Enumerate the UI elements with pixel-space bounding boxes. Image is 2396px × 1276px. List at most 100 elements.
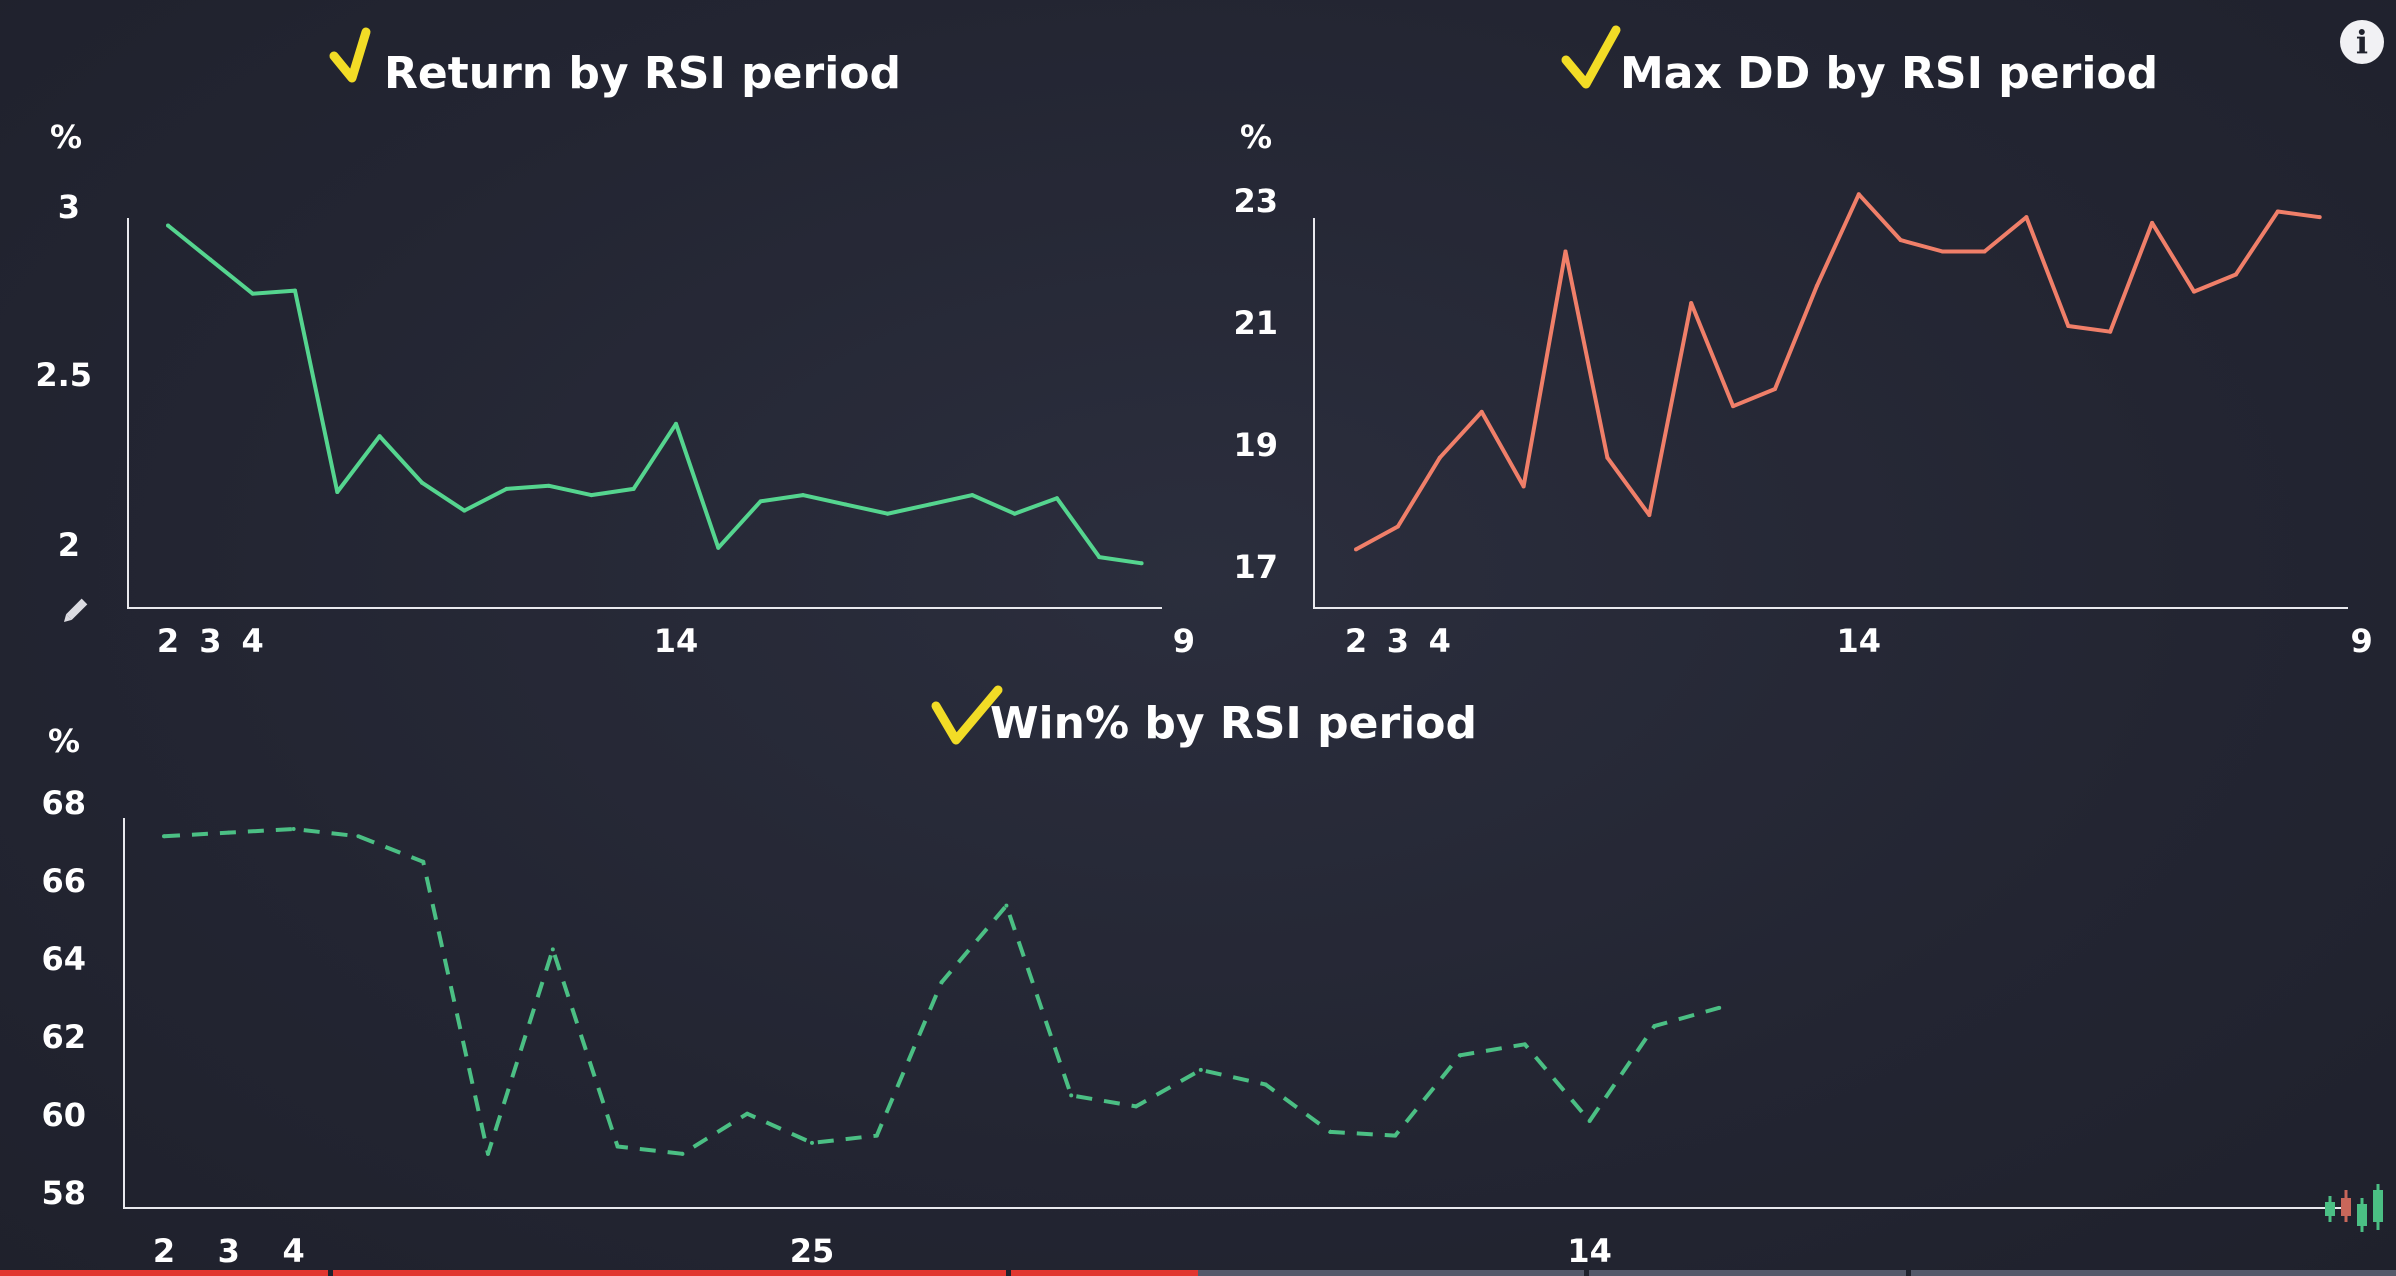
data-point-maxdd-12 bbox=[1856, 192, 1861, 197]
data-point-winpct-20 bbox=[1458, 1053, 1462, 1058]
maxdd-chart: Max DD by RSI period % 23 21 19 17 2 3 4 14… bbox=[1233, 25, 2373, 660]
data-point-maxdd-16 bbox=[2024, 215, 2029, 220]
data-point-return-16 bbox=[843, 502, 848, 507]
x-tick-winpct-4: 14 bbox=[1567, 1232, 1612, 1270]
data-point-winpct-4 bbox=[421, 859, 426, 864]
info-icon[interactable]: i bbox=[2340, 20, 2384, 64]
y-tick-maxdd-0: 23 bbox=[1233, 182, 1278, 220]
data-point-maxdd-2 bbox=[1437, 455, 1442, 460]
data-point-winpct-2 bbox=[291, 826, 296, 831]
x-tick-return-4: 9 bbox=[1173, 622, 1195, 660]
x-tick-maxdd-0: 2 bbox=[1345, 622, 1367, 660]
data-point-maxdd-10 bbox=[1773, 387, 1777, 391]
y-unit-label-winpct: % bbox=[48, 722, 80, 760]
data-point-maxdd-0 bbox=[1354, 547, 1358, 552]
data-point-winpct-22 bbox=[1587, 1118, 1592, 1123]
chapter-divider bbox=[328, 1270, 333, 1276]
x-tick-return-2: 4 bbox=[242, 622, 264, 660]
data-point-maxdd-14 bbox=[1940, 249, 1945, 254]
chapter-divider bbox=[1584, 1270, 1589, 1276]
axis-maxdd bbox=[1313, 218, 2348, 609]
y-tick-winpct-1: 66 bbox=[41, 862, 86, 900]
data-point-winpct-17 bbox=[1263, 1082, 1268, 1087]
series-line-maxdd bbox=[1355, 192, 2320, 552]
y-tick-return-0: 3 bbox=[58, 188, 80, 226]
checkmark-icon bbox=[1561, 25, 1621, 89]
data-point-winpct-0 bbox=[162, 834, 166, 839]
pencil-cursor-icon bbox=[63, 598, 88, 623]
data-point-return-10 bbox=[589, 493, 594, 498]
x-tick-winpct-1: 3 bbox=[218, 1232, 240, 1270]
data-point-maxdd-9 bbox=[1731, 404, 1736, 409]
y-tick-winpct-3: 62 bbox=[41, 1018, 86, 1056]
return-chart: Return by RSI period % 3 2.5 2 2 3 4 14 9 bbox=[35, 27, 1195, 660]
y-unit-label-return: % bbox=[50, 118, 82, 156]
data-point-return-0 bbox=[166, 223, 170, 228]
x-ticks-return: 2 3 4 14 9 bbox=[157, 622, 1195, 660]
y-tick-maxdd-2: 19 bbox=[1233, 426, 1278, 464]
x-tick-maxdd-4: 9 bbox=[2350, 622, 2372, 660]
x-ticks-winpct: 2 3 4 25 14 bbox=[153, 1232, 1612, 1270]
data-point-maxdd-18 bbox=[2108, 329, 2113, 334]
chapter-divider bbox=[1006, 1270, 1011, 1276]
data-point-maxdd-19 bbox=[2150, 220, 2155, 225]
x-tick-winpct-0: 2 bbox=[153, 1232, 175, 1270]
data-point-maxdd-17 bbox=[2066, 324, 2071, 328]
data-point-winpct-24 bbox=[1717, 1005, 1722, 1010]
data-point-winpct-19 bbox=[1393, 1133, 1398, 1138]
data-point-return-6 bbox=[419, 480, 424, 485]
checkmark-icon bbox=[931, 685, 1003, 745]
winpct-chart: Win% by RSI period % 68 66 64 62 60 58 2… bbox=[41, 685, 2348, 1270]
data-point-maxdd-20 bbox=[2192, 289, 2196, 294]
y-tick-winpct-5: 58 bbox=[41, 1174, 86, 1212]
data-point-maxdd-8 bbox=[1689, 301, 1694, 306]
data-point-winpct-3 bbox=[356, 834, 361, 839]
y-tick-maxdd-1: 21 bbox=[1233, 304, 1278, 342]
data-point-winpct-12 bbox=[939, 980, 944, 985]
data-point-maxdd-4 bbox=[1521, 484, 1526, 489]
data-point-return-3 bbox=[292, 288, 297, 293]
y-unit-label-maxdd: % bbox=[1240, 118, 1272, 156]
data-point-return-4 bbox=[335, 490, 340, 495]
data-point-return-20 bbox=[1012, 511, 1017, 516]
data-point-return-2 bbox=[250, 291, 255, 296]
data-point-maxdd-23 bbox=[2317, 215, 2322, 220]
y-tick-return-2: 2 bbox=[58, 526, 80, 564]
data-point-return-22 bbox=[1097, 555, 1102, 560]
checkmark-icon bbox=[329, 27, 371, 83]
data-point-winpct-14 bbox=[1069, 1093, 1074, 1098]
y-tick-return-1: 2.5 bbox=[35, 356, 92, 394]
data-point-maxdd-5 bbox=[1563, 249, 1568, 254]
data-point-return-21 bbox=[1054, 496, 1059, 501]
data-point-return-12 bbox=[673, 421, 678, 426]
chart-title-maxdd: Max DD by RSI period bbox=[1620, 48, 2158, 99]
data-point-winpct-23 bbox=[1652, 1024, 1657, 1029]
series-line-winpct bbox=[163, 827, 1720, 1156]
x-tick-return-1: 3 bbox=[199, 622, 221, 660]
video-progress-bar[interactable] bbox=[0, 1270, 2396, 1276]
data-point-maxdd-11 bbox=[1814, 283, 1819, 288]
y-tick-maxdd-3: 17 bbox=[1233, 548, 1278, 586]
data-point-return-11 bbox=[631, 486, 636, 491]
x-tick-maxdd-2: 4 bbox=[1429, 622, 1451, 660]
data-point-maxdd-7 bbox=[1647, 513, 1652, 517]
data-point-return-8 bbox=[504, 486, 509, 491]
y-tick-winpct-0: 68 bbox=[41, 784, 86, 822]
x-tick-maxdd-3: 14 bbox=[1837, 622, 1882, 660]
data-point-winpct-13 bbox=[1004, 903, 1009, 908]
data-point-return-19 bbox=[970, 493, 975, 498]
data-point-return-14 bbox=[758, 499, 763, 504]
data-point-return-13 bbox=[716, 545, 721, 550]
data-point-winpct-16 bbox=[1198, 1067, 1203, 1072]
data-point-winpct-8 bbox=[680, 1151, 685, 1156]
data-point-winpct-18 bbox=[1328, 1129, 1333, 1134]
x-tick-return-3: 14 bbox=[654, 622, 699, 660]
data-point-winpct-10 bbox=[810, 1140, 814, 1145]
data-point-winpct-6 bbox=[550, 947, 555, 952]
data-point-winpct-7 bbox=[615, 1144, 620, 1149]
data-point-return-7 bbox=[462, 508, 467, 513]
candlestick-logo-icon bbox=[2325, 1184, 2383, 1232]
x-tick-maxdd-1: 3 bbox=[1387, 622, 1409, 660]
x-tick-winpct-3: 25 bbox=[790, 1232, 835, 1270]
